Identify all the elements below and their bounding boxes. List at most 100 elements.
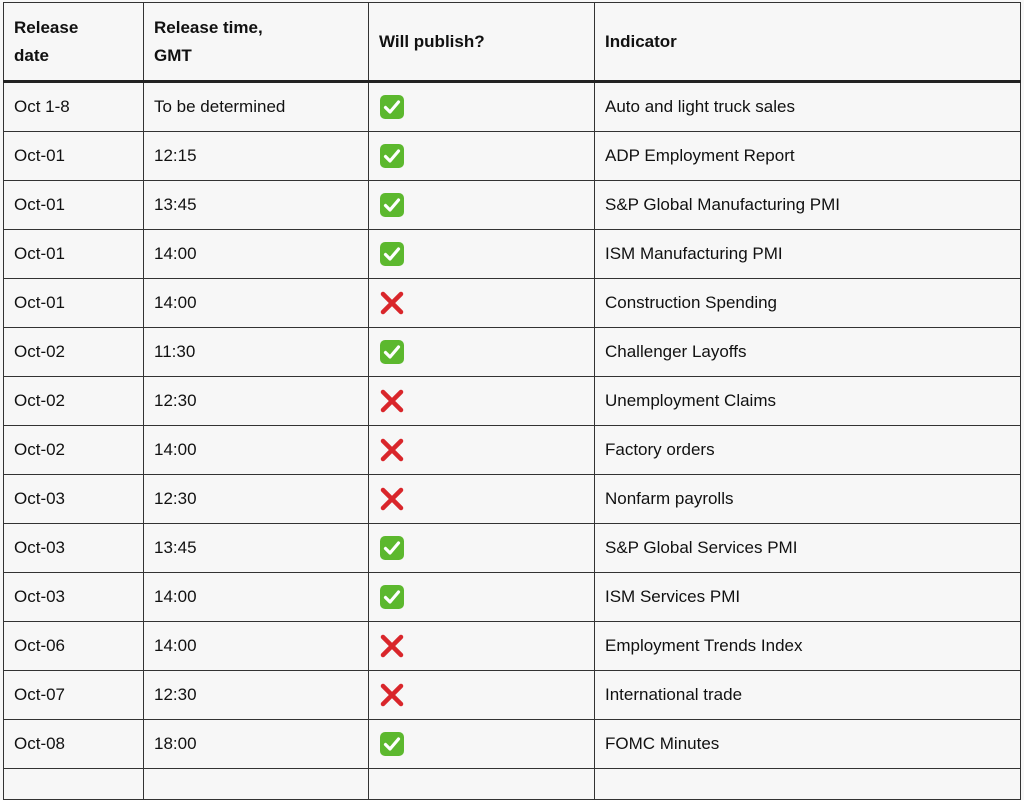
date-cell: Oct-06 (3, 621, 144, 671)
publish-cell (368, 180, 595, 230)
time-cell: 12:30 (143, 474, 369, 524)
table-header: Release date Release time, GMT Will publ… (3, 2, 1021, 83)
check-box (380, 95, 404, 119)
indicator-cell: ISM Services PMI (594, 572, 1021, 622)
indicator-cell: Construction Spending (594, 278, 1021, 328)
date-cell: Oct-03 (3, 474, 144, 524)
time-cell: 14:00 (143, 572, 369, 622)
time-cell: 18:00 (143, 719, 369, 769)
check-mark (383, 590, 401, 604)
date-cell: Oct-01 (3, 180, 144, 230)
empty-cell (3, 768, 144, 800)
cross-icon (380, 389, 404, 413)
publish-cell (368, 572, 595, 622)
check-mark (383, 149, 401, 163)
table-row: Oct-03 14:00 ISM Services PMI (3, 572, 1021, 622)
publish-cell (368, 327, 595, 377)
header-text: Release date (14, 17, 79, 65)
table-row: Oct-01 12:15 ADP Employment Report (3, 131, 1021, 181)
check-mark (383, 541, 401, 555)
date-cell: Oct-01 (3, 131, 144, 181)
header-text: Indicator (605, 31, 677, 51)
cross-icon (380, 634, 404, 658)
table-body: Oct 1-8 To be determined Auto and light tr… (3, 81, 1021, 800)
table-row: Oct 1-8 To be determined Auto and light tr… (3, 81, 1021, 132)
time-cell: To be determined (143, 81, 369, 132)
check-icon (380, 536, 404, 560)
check-box (380, 193, 404, 217)
header-cell: Release time, GMT (143, 2, 369, 83)
cross-icon (380, 683, 404, 707)
date-cell: Oct-03 (3, 523, 144, 573)
time-cell: 14:00 (143, 278, 369, 328)
indicator-cell: S&P Global Manufacturing PMI (594, 180, 1021, 230)
indicator-cell: Factory orders (594, 425, 1021, 475)
check-mark (383, 100, 401, 114)
indicator-cell: Unemployment Claims (594, 376, 1021, 426)
check-mark (383, 345, 401, 359)
publish-cell (368, 670, 595, 720)
check-box (380, 732, 404, 756)
time-cell: 13:45 (143, 180, 369, 230)
time-cell: 12:15 (143, 131, 369, 181)
time-cell: 14:00 (143, 229, 369, 279)
check-icon (380, 340, 404, 364)
cross-mark (380, 291, 404, 315)
header-cell: Indicator (594, 2, 1021, 83)
table-row: Oct-03 13:45 S&P Global Services PMI (3, 523, 1021, 573)
header-row: Release date Release time, GMT Will publ… (3, 2, 1021, 83)
time-cell: 12:30 (143, 376, 369, 426)
check-icon (380, 144, 404, 168)
check-mark (383, 198, 401, 212)
page: Release date Release time, GMT Will publ… (3, 2, 1021, 800)
date-cell: Oct-07 (3, 670, 144, 720)
cross-mark (380, 487, 404, 511)
cross-mark (380, 438, 404, 462)
publish-cell (368, 81, 595, 132)
cross-icon (380, 438, 404, 462)
check-icon (380, 193, 404, 217)
header-cell: Release date (3, 2, 144, 83)
indicator-cell: ISM Manufacturing PMI (594, 229, 1021, 279)
table-row: Oct-02 14:00 Factory orders (3, 425, 1021, 475)
publish-cell (368, 621, 595, 671)
header-text: Will publish? (379, 31, 485, 51)
check-icon (380, 242, 404, 266)
publish-cell (368, 229, 595, 279)
indicator-cell: International trade (594, 670, 1021, 720)
table-row: Oct-03 12:30 Nonfarm payrolls (3, 474, 1021, 524)
check-icon (380, 585, 404, 609)
check-box (380, 536, 404, 560)
time-cell: 13:45 (143, 523, 369, 573)
indicator-cell: Nonfarm payrolls (594, 474, 1021, 524)
empty-cell (368, 768, 595, 800)
table-row: Oct-02 12:30 Unemployment Claims (3, 376, 1021, 426)
check-icon (380, 732, 404, 756)
table-row: Oct-02 11:30 Challenger Layoffs (3, 327, 1021, 377)
cross-icon (380, 291, 404, 315)
check-mark (383, 247, 401, 261)
indicator-cell: FOMC Minutes (594, 719, 1021, 769)
check-box (380, 242, 404, 266)
header-cell: Will publish? (368, 2, 595, 83)
date-cell: Oct-08 (3, 719, 144, 769)
date-cell: Oct-02 (3, 425, 144, 475)
date-cell: Oct-02 (3, 327, 144, 377)
table-row: Oct-06 14:00 Employment Trends Index (3, 621, 1021, 671)
indicator-cell: ADP Employment Report (594, 131, 1021, 181)
check-box (380, 340, 404, 364)
publish-cell (368, 474, 595, 524)
cross-mark (380, 683, 404, 707)
check-box (380, 144, 404, 168)
table-row: Oct-08 18:00 FOMC Minutes (3, 719, 1021, 769)
indicator-cell: Challenger Layoffs (594, 327, 1021, 377)
table-row: Oct-01 14:00 ISM Manufacturing PMI (3, 229, 1021, 279)
publish-cell (368, 376, 595, 426)
check-mark (383, 737, 401, 751)
publish-cell (368, 523, 595, 573)
time-cell: 14:00 (143, 425, 369, 475)
cross-mark (380, 389, 404, 413)
date-cell: Oct-01 (3, 278, 144, 328)
table-row-partial (3, 768, 1021, 800)
table-row: Oct-01 14:00 Construction Spending (3, 278, 1021, 328)
